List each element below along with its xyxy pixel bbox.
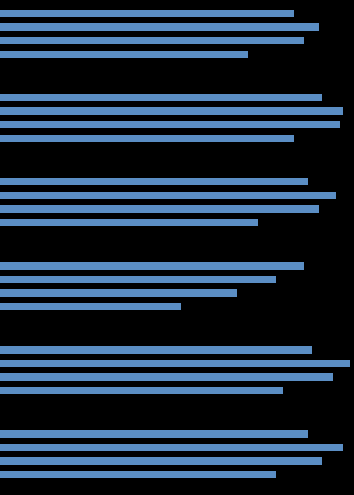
Bar — [0, 178, 308, 186]
Bar — [0, 107, 343, 115]
Bar — [0, 23, 319, 31]
Bar — [0, 373, 333, 381]
Bar — [0, 94, 322, 101]
Bar — [0, 430, 308, 438]
Bar — [0, 135, 294, 142]
Bar — [0, 121, 340, 129]
Bar — [0, 10, 294, 17]
Bar — [0, 346, 312, 353]
Bar — [0, 262, 304, 270]
Bar — [0, 360, 350, 367]
Bar — [0, 50, 248, 58]
Bar — [0, 444, 343, 451]
Bar — [0, 303, 181, 310]
Bar — [0, 276, 276, 283]
Bar — [0, 387, 283, 395]
Bar — [0, 205, 319, 212]
Bar — [0, 471, 276, 478]
Bar — [0, 457, 322, 465]
Bar — [0, 219, 258, 226]
Bar — [0, 192, 336, 199]
Bar — [0, 289, 237, 297]
Bar — [0, 37, 304, 45]
